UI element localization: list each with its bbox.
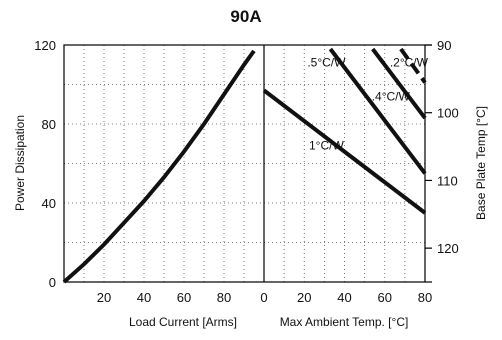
- curve-labels: 1°C/W .5°C/W .4°C/W .2°C/W: [307, 56, 428, 153]
- x-tick-label: 0: [260, 290, 267, 305]
- x-tick-label: 80: [418, 290, 432, 305]
- x-tick-label: 20: [297, 290, 311, 305]
- x-tick-label: 60: [177, 290, 191, 305]
- thermal-line: [262, 88, 427, 215]
- y-axis-label-right: Base Plate Temp [°C]: [474, 106, 488, 220]
- x-tick-label: 20: [97, 290, 111, 305]
- thermal-line: [371, 47, 427, 120]
- right-y-tick-label: 100: [437, 106, 459, 121]
- y-tick-label: 120: [34, 38, 56, 53]
- y-tick-label: 0: [49, 275, 56, 290]
- y-tick-label: 40: [42, 196, 56, 211]
- thermal-line: [328, 47, 427, 175]
- plot-frame: [63, 44, 426, 283]
- x-tick-label: 80: [217, 290, 231, 305]
- right-y-tick-label: 110: [437, 173, 458, 188]
- x-tick-label: 60: [378, 290, 392, 305]
- curve-label: .2°C/W: [390, 56, 429, 70]
- y-tick-label: 80: [42, 117, 56, 132]
- right-y-tick-label: 120: [437, 241, 459, 256]
- thermal-line: [399, 47, 427, 84]
- right-y-tick-label: 90: [437, 38, 451, 53]
- chart-title: 90A: [230, 7, 261, 26]
- y-axis-label-left: Power Dissipation: [13, 115, 27, 211]
- curves: [62, 47, 427, 284]
- curve-label: .4°C/W: [372, 89, 411, 103]
- curve-label: .5°C/W: [307, 56, 346, 70]
- x-axis-label-right: Max Ambient Temp. [°C]: [280, 315, 409, 329]
- x-axis-label-left: Load Current [Arms]: [129, 315, 237, 329]
- x-tick-label: 40: [137, 290, 151, 305]
- ticks: 0 40 80 120 20 40 60 80 0 20 40 60 80 90 100 110 120: [34, 38, 458, 305]
- x-tick-label: 40: [337, 290, 351, 305]
- power-dissipation-curve: [62, 49, 256, 284]
- curve-label: 1°C/W: [309, 139, 344, 153]
- grid: [64, 45, 425, 282]
